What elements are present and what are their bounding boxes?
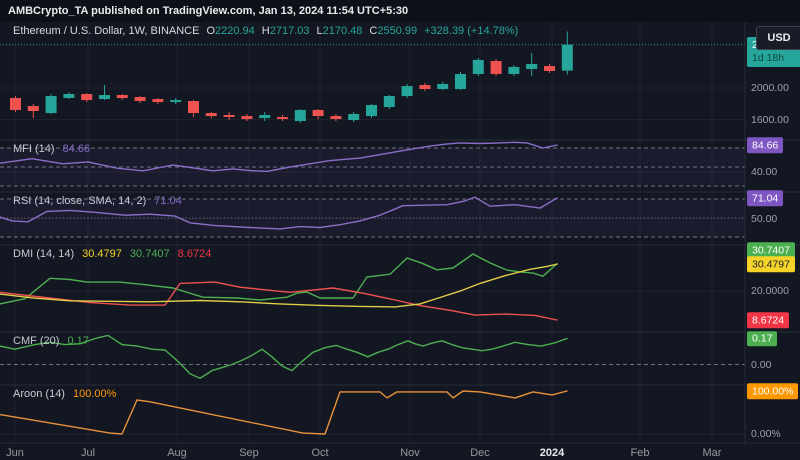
candle-body [63,93,75,99]
ohlc-close: C2550.99 [369,25,418,37]
candle-body [223,115,235,117]
indicator-title: Aroon (14) [13,388,65,400]
candle-body [45,96,57,114]
currency-label: USD [767,32,791,44]
candle-body [277,117,288,120]
indicator-title: MFI (14) [13,143,55,155]
candle-body [366,105,377,117]
axis-label-50.00: 50.00 [751,212,778,225]
ohlc-low: L2170.48 [316,25,363,37]
ohlc-high: H2717.03 [261,25,310,37]
candle-body [348,114,360,121]
indicator-legend-rsi[interactable]: RSI (14, close, SMA, 14, 2) 71.04 [13,195,182,207]
candle-body [134,96,146,102]
dmi-minus-di-line [0,281,558,321]
candle-body [330,116,342,120]
axis-label-1600.00: 1600.00 [751,113,789,126]
time-label-2024: 2024 [539,447,565,459]
time-label-Mar: Mar [702,447,722,459]
currency-toggle-button[interactable]: USD [756,26,800,50]
candle-body [455,73,466,90]
indicator-legend-aroon[interactable]: Aroon (14) 100.00% [13,388,116,400]
candle-body [544,66,555,71]
indicator-value: 30.7407 [129,248,170,260]
time-label-Sep: Sep [239,447,259,459]
indicator-value: 8.6724 [177,248,212,260]
axis-label-20.0000: 20.0000 [751,285,789,297]
indicator-value: 71.04 [154,195,182,207]
axis-label-40.00: 40.00 [751,166,778,178]
candle-body [401,86,413,97]
candle-body [188,101,199,114]
candle-body [294,109,306,122]
candle-body [383,96,395,107]
axis-badge-0.17: 0.17 [747,330,778,347]
candle-body [437,83,449,90]
axis-label-0.00: 0.00 [751,358,772,371]
axis-badge-100.00%: 100.00% [747,383,799,399]
axis-badge-30.4797: 30.4797 [747,256,795,272]
candle-body [419,85,431,90]
indicator-title: DMI (14, 14) [13,248,75,260]
axis-badge-8.6724: 8.6724 [747,312,790,328]
time-label-Oct: Oct [311,447,329,459]
candle-body [472,59,484,74]
ohlc-open: O2220.94 [206,25,255,37]
candle-body [490,60,502,74]
axis-label-0.00%: 0.00% [751,428,781,440]
mfi-line [0,141,558,173]
axis-label-2000.00: 2000.00 [751,82,789,94]
candle-body [312,109,324,116]
time-label-Dec: Dec [470,447,490,459]
candle-body [205,113,217,117]
dmi-adx-line [0,263,558,308]
indicator-legend-dmi[interactable]: DMI (14, 14) 30.4797 30.7407 8.6724 [13,248,211,260]
candle-body [561,44,573,71]
attribution-text: AMBCrypto_TA published on TradingView.co… [8,5,409,17]
candle-body [170,100,182,103]
candle-body [10,98,21,110]
indicator-title: CMF (20) [13,335,60,347]
symbol-legend[interactable]: Ethereum / U.S. Dollar, 1W, BINANCE O222… [13,25,518,37]
rsi-line [0,196,558,230]
indicator-title: RSI (14, close, SMA, 14, 2) [13,195,147,207]
candle-body [152,99,164,103]
price-change: +328.39 (+14.78%) [424,25,519,37]
attribution-header: AMBCrypto_TA published on TradingView.co… [0,0,800,22]
indicator-value: 84.66 [62,143,91,155]
axis-badge-71.04: 71.04 [747,190,784,206]
candle-body [241,116,253,120]
axis-badge-30.7407: 30.7407 [747,242,795,258]
candle-body [116,95,128,99]
candle-body [259,115,271,119]
time-label-Aug: Aug [167,447,187,459]
time-label-Nov: Nov [400,447,420,459]
bar-countdown: 1d 18h [752,52,785,64]
indicator-legend-mfi[interactable]: MFI (14) 84.66 [13,143,90,155]
candle-body [508,66,520,74]
axis-badge-84.66: 84.66 [747,137,784,153]
time-label-Feb: Feb [630,447,650,459]
candle-body [526,63,538,70]
time-label-Jun: Jun [6,447,24,459]
indicator-value: 100.00% [72,388,117,400]
symbol-title[interactable]: Ethereum / U.S. Dollar, 1W, BINANCE [13,25,200,37]
aroon-up-line [0,390,568,435]
indicator-value: 30.4797 [82,248,122,260]
candle-body [99,95,110,100]
indicator-value: 0.17 [67,335,89,347]
indicator-legend-cmf[interactable]: CMF (20) 0.17 [13,335,89,347]
candle-body [27,106,39,112]
time-label-Jul: Jul [80,447,96,459]
dmi-plus-di-line [0,253,558,305]
candle-body [81,93,93,101]
cmf-line [0,334,568,379]
